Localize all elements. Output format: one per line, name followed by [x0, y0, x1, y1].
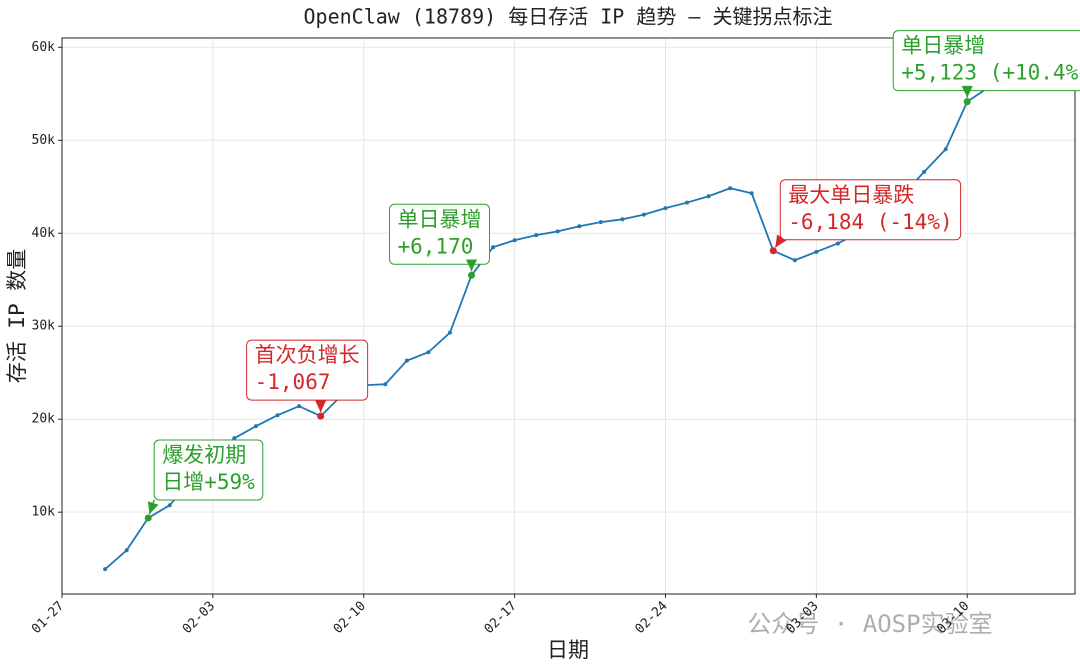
data-point	[922, 169, 927, 174]
annotation-box	[892, 30, 1080, 92]
data-line	[104, 86, 990, 570]
annotation: 单日暴增 +6,170	[389, 203, 491, 279]
annotation-arrowhead	[147, 501, 159, 515]
annotation-text: +6,170	[398, 234, 474, 258]
y-tick-label: 40k	[32, 226, 56, 241]
data-point	[512, 238, 517, 243]
data-point	[447, 330, 452, 335]
annotation-arrowhead	[315, 400, 327, 413]
data-point	[663, 206, 668, 211]
data-point	[814, 249, 819, 254]
data-point	[706, 194, 711, 199]
annotation: 最大单日暴跌 -6,184 (-14%)	[769, 179, 962, 255]
data-point	[124, 548, 129, 553]
annotation-box	[779, 179, 962, 241]
data-point	[728, 186, 733, 191]
data-point	[620, 217, 625, 222]
x-tick-label: 02-17	[482, 599, 520, 637]
annotation-point	[144, 514, 152, 522]
annotation-text: 日增+59%	[162, 470, 255, 494]
data-point	[297, 404, 302, 409]
annotation-box	[389, 203, 491, 265]
data-point	[685, 200, 690, 205]
grid	[61, 38, 1075, 594]
annotation-point	[963, 98, 971, 106]
annotation-text: 首次负增长	[255, 343, 360, 367]
y-axis-label: 存活 IP 数量	[5, 249, 29, 384]
y-tick-label: 50k	[32, 133, 56, 148]
annotation-text: +5,123 (+10.4%)	[901, 61, 1080, 85]
data-point	[275, 413, 280, 418]
x-tick-label: 02-03	[180, 599, 218, 637]
data-point	[598, 220, 603, 225]
annotation-text: 单日暴增	[398, 207, 482, 231]
data-point	[835, 241, 840, 246]
x-axis-label: 日期	[547, 638, 589, 662]
annotation-point	[769, 247, 777, 255]
data-point	[491, 245, 496, 250]
data-point	[253, 424, 258, 429]
data-point	[555, 229, 560, 234]
plot-frame	[61, 37, 1076, 595]
y-tick-label: 60k	[32, 40, 56, 55]
data-point	[943, 147, 948, 152]
data-point	[167, 503, 172, 508]
annotation-box	[153, 439, 264, 501]
annotation-point	[468, 271, 476, 279]
x-tick-label: 01-27	[29, 599, 67, 637]
annotation-point	[317, 412, 325, 420]
annotation-arrowhead	[465, 259, 478, 272]
annotation-text: 单日暴增	[901, 34, 985, 58]
annotation-box	[246, 339, 369, 401]
y-tick-label: 30k	[32, 319, 56, 334]
annotation-arrowhead	[775, 234, 787, 248]
x-tick-label: 02-10	[331, 599, 369, 637]
y-tick-label: 20k	[32, 412, 56, 427]
chart-title: OpenClaw (18789) 每日存活 IP 趋势 — 关键拐点标注	[304, 5, 833, 29]
annotation: 首次负增长 -1,067	[246, 339, 369, 420]
data-point	[641, 212, 646, 217]
data-point	[749, 191, 754, 196]
annotation-text: 爆发初期	[162, 443, 246, 467]
annotation-arrowhead	[961, 85, 973, 98]
annotation-text: -1,067	[255, 370, 331, 394]
data-point	[383, 382, 388, 387]
annotation-text: 最大单日暴跌	[788, 183, 914, 207]
watermark: 公众号 · AOSP实验室	[747, 610, 992, 638]
data-point	[426, 350, 431, 355]
data-point	[534, 233, 539, 238]
data-point	[232, 436, 237, 441]
annotation-text: -6,184 (-14%)	[788, 210, 952, 234]
data-point	[404, 358, 409, 363]
data-point	[577, 224, 582, 229]
data-point	[103, 567, 108, 572]
y-tick-label: 10k	[32, 505, 56, 520]
annotation: 单日暴增 +5,123 (+10.4%)	[892, 30, 1080, 106]
x-tick-label: 02-24	[633, 599, 671, 637]
data-point	[792, 258, 797, 263]
